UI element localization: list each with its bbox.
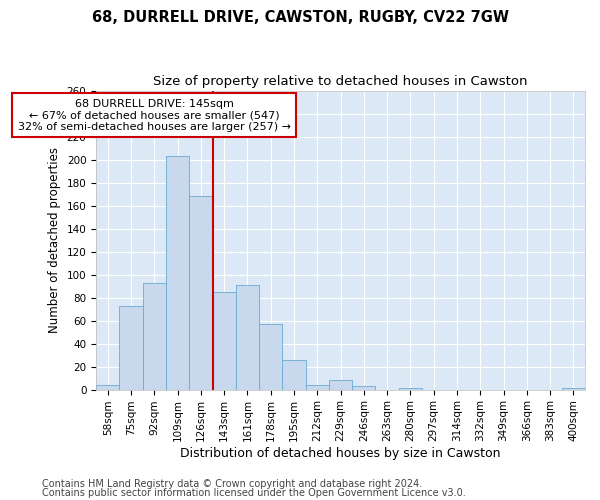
Title: Size of property relative to detached houses in Cawston: Size of property relative to detached ho…: [154, 75, 528, 88]
Bar: [352, 386, 376, 390]
Bar: [283, 360, 305, 390]
Bar: [189, 196, 212, 390]
X-axis label: Distribution of detached houses by size in Cawston: Distribution of detached houses by size …: [181, 447, 501, 460]
Bar: [96, 385, 119, 390]
Bar: [143, 282, 166, 390]
Bar: [166, 156, 189, 390]
Bar: [259, 324, 283, 390]
Y-axis label: Number of detached properties: Number of detached properties: [48, 147, 61, 333]
Text: 68, DURRELL DRIVE, CAWSTON, RUGBY, CV22 7GW: 68, DURRELL DRIVE, CAWSTON, RUGBY, CV22 …: [91, 10, 509, 25]
Text: Contains public sector information licensed under the Open Government Licence v3: Contains public sector information licen…: [42, 488, 466, 498]
Bar: [562, 388, 585, 390]
Bar: [212, 292, 236, 390]
Bar: [119, 306, 143, 390]
Text: 68 DURRELL DRIVE: 145sqm
← 67% of detached houses are smaller (547)
32% of semi-: 68 DURRELL DRIVE: 145sqm ← 67% of detach…: [18, 98, 291, 132]
Bar: [329, 380, 352, 390]
Bar: [236, 285, 259, 390]
Text: Contains HM Land Registry data © Crown copyright and database right 2024.: Contains HM Land Registry data © Crown c…: [42, 479, 422, 489]
Bar: [305, 385, 329, 390]
Bar: [399, 388, 422, 390]
